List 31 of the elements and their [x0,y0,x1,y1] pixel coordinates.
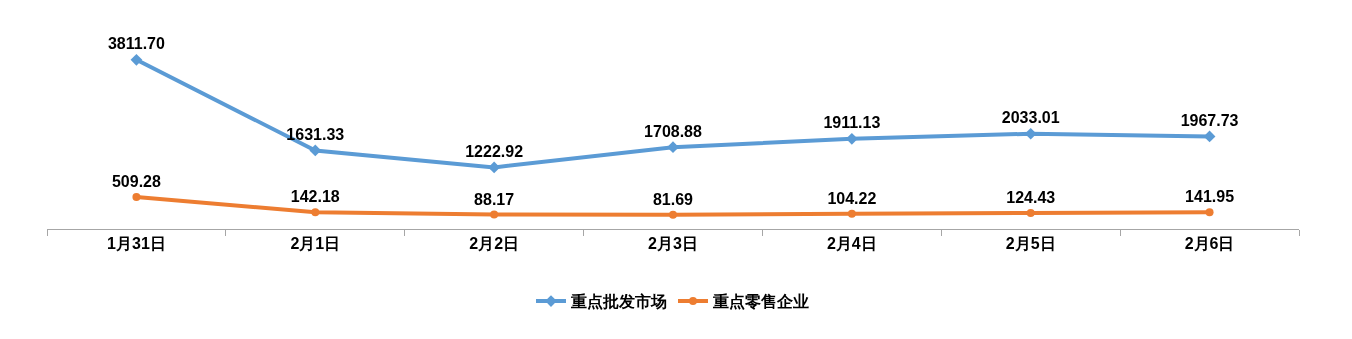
data-label: 1708.88 [644,122,703,140]
data-label: 142.18 [290,188,340,206]
point [1205,208,1214,217]
data-label: 124.43 [1006,189,1056,207]
point [1026,209,1035,218]
x-tick-label: 2月2日 [469,235,520,253]
x-tick-label: 2月3日 [648,235,698,253]
data-label: 88.17 [474,190,515,208]
legend-label: 重点批发市场 [570,293,667,312]
x-tick-label: 2月1日 [290,235,341,253]
data-label: 1967.73 [1180,111,1239,129]
data-label: 104.22 [827,189,877,207]
x-tick-label: 2月4日 [826,235,877,253]
data-label: 1911.13 [823,114,881,132]
point [311,208,320,217]
point [669,210,677,219]
legend-label: 重点零售企业 [712,293,809,312]
x-tick-label: 2月5日 [1005,235,1056,253]
data-label: 2033.01 [1001,109,1060,127]
point [130,53,143,66]
point [847,209,856,218]
x-tick-label: 1月31日 [107,235,166,253]
x-tick-label: 2月6日 [1184,235,1235,253]
data-label: 81.69 [652,190,694,208]
point [132,193,141,202]
point [490,210,499,219]
data-label: 1222.92 [465,142,524,160]
data-label: 509.28 [111,173,161,191]
data-label: 141.95 [1185,188,1235,206]
data-label: 3811.70 [107,35,166,53]
data-label: 1631.33 [286,125,345,143]
